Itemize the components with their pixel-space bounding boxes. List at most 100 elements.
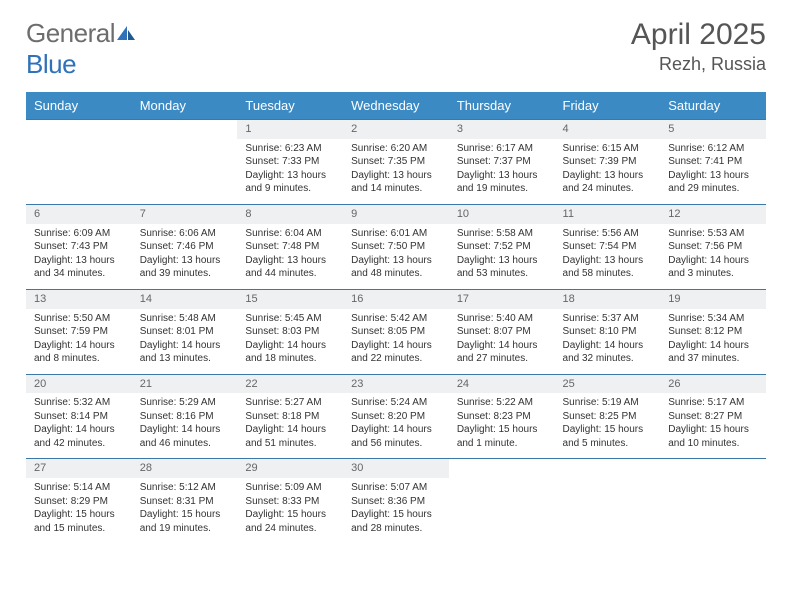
sunset-text: Sunset: 8:16 PM <box>140 410 230 424</box>
day-number: 17 <box>449 289 555 308</box>
day-cell: Sunrise: 5:53 AMSunset: 7:56 PMDaylight:… <box>660 224 766 290</box>
sunrise-text: Sunrise: 5:27 AM <box>245 396 335 410</box>
sunrise-text: Sunrise: 5:22 AM <box>457 396 547 410</box>
sunrise-text: Sunrise: 5:42 AM <box>351 312 441 326</box>
day-cell: Sunrise: 5:12 AMSunset: 8:31 PMDaylight:… <box>132 478 238 543</box>
sunrise-text: Sunrise: 6:01 AM <box>351 227 441 241</box>
day-cell: Sunrise: 5:32 AMSunset: 8:14 PMDaylight:… <box>26 393 132 459</box>
daylight-text: Daylight: 14 hours and 37 minutes. <box>668 339 758 366</box>
sunrise-text: Sunrise: 5:09 AM <box>245 481 335 495</box>
day-number: 23 <box>343 374 449 393</box>
day-cell: Sunrise: 5:14 AMSunset: 8:29 PMDaylight:… <box>26 478 132 543</box>
weekday-header: Monday <box>132 92 238 120</box>
sunset-text: Sunset: 8:07 PM <box>457 325 547 339</box>
day-info-row: Sunrise: 5:14 AMSunset: 8:29 PM Daylight:… <box>26 478 766 543</box>
day-number: 4 <box>555 120 661 139</box>
sunset-text: Sunset: 8:14 PM <box>34 410 124 424</box>
brand-part1: General <box>26 18 115 48</box>
day-info-row: Sunrise: 6:09 AMSunset: 7:43 PMDaylight:… <box>26 224 766 290</box>
sunset-text: Sunset: 7:37 PM <box>457 155 547 169</box>
daylight-text: Daylight: 14 hours and 22 minutes. <box>351 339 441 366</box>
daylight-text: Daylight: 15 hours and 10 minutes. <box>668 423 758 450</box>
empty-day <box>555 459 661 478</box>
sunset-text: Sunset: 8:12 PM <box>668 325 758 339</box>
sunrise-text: Sunrise: 5:17 AM <box>668 396 758 410</box>
empty-day <box>660 478 766 543</box>
day-number: 29 <box>237 459 343 478</box>
day-number: 8 <box>237 204 343 223</box>
sunrise-text: Sunrise: 5:48 AM <box>140 312 230 326</box>
sunrise-text: Sunrise: 6:04 AM <box>245 227 335 241</box>
daylight-text: Daylight: 15 hours and 28 minutes. <box>351 508 441 535</box>
day-number: 27 <box>26 459 132 478</box>
sunrise-text: Sunrise: 5:14 AM <box>34 481 124 495</box>
sunrise-text: Sunrise: 5:53 AM <box>668 227 758 241</box>
sunset-text: Sunset: 8:36 PM <box>351 495 441 509</box>
day-number-row: 6789101112 <box>26 204 766 223</box>
daylight-text: Daylight: 14 hours and 13 minutes. <box>140 339 230 366</box>
day-cell: Sunrise: 5:34 AMSunset: 8:12 PMDaylight:… <box>660 309 766 375</box>
daylight-text: Daylight: 13 hours and 24 minutes. <box>563 169 653 196</box>
weekday-header: Sunday <box>26 92 132 120</box>
sunrise-text: Sunrise: 5:45 AM <box>245 312 335 326</box>
sunrise-text: Sunrise: 6:12 AM <box>668 142 758 156</box>
weekday-header: Tuesday <box>237 92 343 120</box>
day-number: 13 <box>26 289 132 308</box>
daylight-text: Daylight: 13 hours and 29 minutes. <box>668 169 758 196</box>
sunrise-text: Sunrise: 5:12 AM <box>140 481 230 495</box>
calendar-body: 1 23 45Sunrise: 6:23 AMSunset: 7:33 PMDayl… <box>26 120 766 544</box>
day-number: 20 <box>26 374 132 393</box>
daylight-text: Daylight: 15 hours and 19 minutes. <box>140 508 230 535</box>
sunset-text: Sunset: 7:59 PM <box>34 325 124 339</box>
day-number: 10 <box>449 204 555 223</box>
brand-part2: Blue <box>26 49 76 79</box>
day-number: 2 <box>343 120 449 139</box>
daylight-text: Daylight: 14 hours and 27 minutes. <box>457 339 547 366</box>
daylight-text: Daylight: 13 hours and 48 minutes. <box>351 254 441 281</box>
day-number-row: 20212223242526 <box>26 374 766 393</box>
empty-day <box>449 478 555 543</box>
day-number: 9 <box>343 204 449 223</box>
sunset-text: Sunset: 7:43 PM <box>34 240 124 254</box>
day-number: 1 <box>237 120 343 139</box>
day-info-row: Sunrise: 5:32 AMSunset: 8:14 PMDaylight:… <box>26 393 766 459</box>
day-cell: Sunrise: 5:19 AMSunset: 8:25 PMDaylight:… <box>555 393 661 459</box>
daylight-text: Daylight: 14 hours and 32 minutes. <box>563 339 653 366</box>
sunset-text: Sunset: 7:52 PM <box>457 240 547 254</box>
day-cell: Sunrise: 6:12 AMSunset: 7:41 PMDaylight:… <box>660 139 766 205</box>
empty-day <box>132 120 238 139</box>
day-number: 12 <box>660 204 766 223</box>
day-cell: Sunrise: 5:27 AMSunset: 8:18 PMDaylight:… <box>237 393 343 459</box>
daylight-text: Daylight: 13 hours and 39 minutes. <box>140 254 230 281</box>
sunset-text: Sunset: 8:29 PM <box>34 495 124 509</box>
day-cell: Sunrise: 6:17 AMSunset: 7:37 PMDaylight:… <box>449 139 555 205</box>
day-number-row: 13141516171819 <box>26 289 766 308</box>
weekday-header-row: Sunday Monday Tuesday Wednesday Thursday… <box>26 92 766 120</box>
daylight-text: Daylight: 14 hours and 42 minutes. <box>34 423 124 450</box>
brand-text: GeneralBlue <box>26 18 137 80</box>
page-title: April 2025 <box>631 18 766 52</box>
sunrise-text: Sunrise: 5:19 AM <box>563 396 653 410</box>
daylight-text: Daylight: 13 hours and 58 minutes. <box>563 254 653 281</box>
day-info-row: Sunrise: 6:23 AMSunset: 7:33 PMDaylight:… <box>26 139 766 205</box>
sunrise-text: Sunrise: 5:32 AM <box>34 396 124 410</box>
empty-day <box>26 139 132 205</box>
sunrise-text: Sunrise: 6:17 AM <box>457 142 547 156</box>
day-cell: Sunrise: 5:24 AMSunset: 8:20 PMDaylight:… <box>343 393 449 459</box>
daylight-text: Daylight: 13 hours and 34 minutes. <box>34 254 124 281</box>
daylight-text: Daylight: 14 hours and 56 minutes. <box>351 423 441 450</box>
weekday-header: Saturday <box>660 92 766 120</box>
title-block: April 2025 Rezh, Russia <box>631 18 766 75</box>
sunset-text: Sunset: 7:35 PM <box>351 155 441 169</box>
daylight-text: Daylight: 14 hours and 18 minutes. <box>245 339 335 366</box>
day-cell: Sunrise: 6:15 AMSunset: 7:39 PMDaylight:… <box>555 139 661 205</box>
day-number: 5 <box>660 120 766 139</box>
day-cell: Sunrise: 5:17 AMSunset: 8:27 PMDaylight:… <box>660 393 766 459</box>
sunrise-text: Sunrise: 5:40 AM <box>457 312 547 326</box>
daylight-text: Daylight: 13 hours and 14 minutes. <box>351 169 441 196</box>
sunrise-text: Sunrise: 6:23 AM <box>245 142 335 156</box>
day-number: 14 <box>132 289 238 308</box>
day-number: 25 <box>555 374 661 393</box>
daylight-text: Daylight: 13 hours and 44 minutes. <box>245 254 335 281</box>
sunset-text: Sunset: 7:50 PM <box>351 240 441 254</box>
